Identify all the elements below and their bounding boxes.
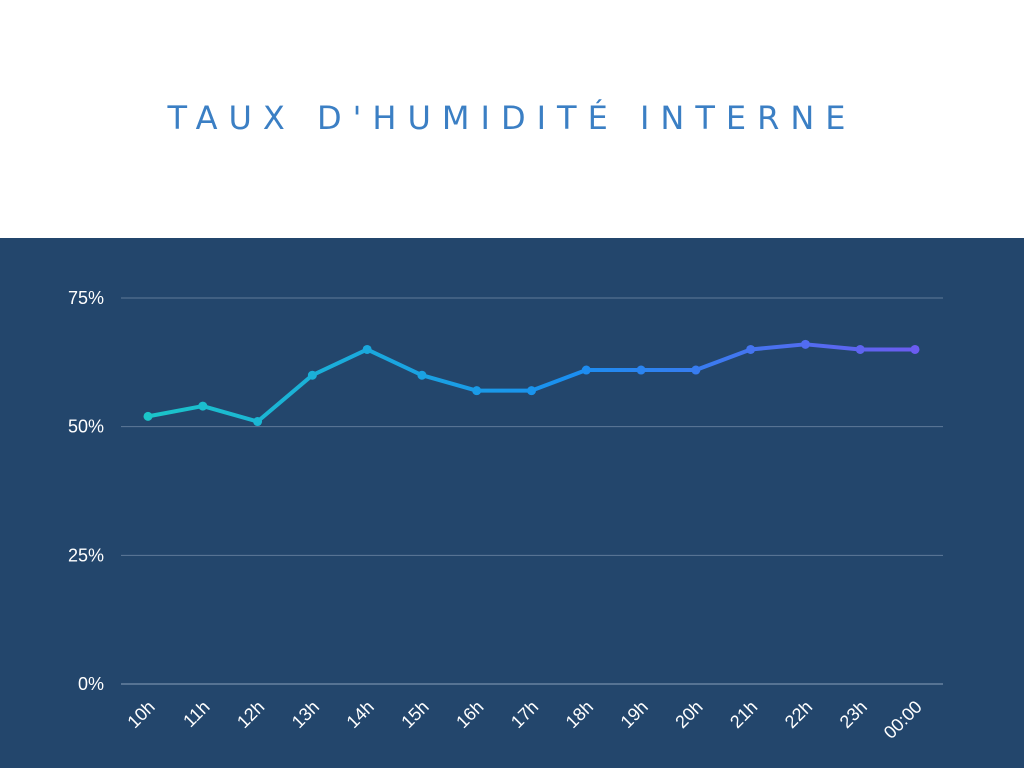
x-tick-label: 16h: [452, 697, 487, 732]
data-point[interactable]: [253, 417, 263, 427]
x-tick-label: 11h: [179, 697, 213, 731]
data-point[interactable]: [855, 344, 865, 354]
y-tick-label: 25%: [68, 545, 104, 565]
header: TAUX D'HUMIDITÉ INTERNE: [0, 0, 1024, 238]
data-point[interactable]: [143, 411, 153, 421]
x-axis: 10h 11h 12h 13h 14h 15h 16h 17h 18h 19h 20h 21h 22h 2…: [123, 697, 925, 743]
x-tick-label: 19h: [617, 697, 652, 732]
x-tick-label: 21h: [726, 697, 761, 732]
series-line: [146, 342, 917, 424]
x-tick-label: 17h: [507, 697, 542, 732]
data-point[interactable]: [691, 365, 701, 375]
data-point[interactable]: [581, 365, 591, 375]
chart-title: TAUX D'HUMIDITÉ INTERNE: [167, 99, 857, 137]
x-tick-label: 23h: [836, 697, 871, 732]
x-tick-label: 22h: [781, 697, 816, 732]
data-point[interactable]: [910, 344, 920, 354]
x-tick-label: 15h: [397, 697, 432, 732]
data-point[interactable]: [307, 370, 317, 380]
x-tick-label: 10h: [123, 697, 158, 732]
grid-layer: [121, 297, 943, 685]
data-point[interactable]: [472, 386, 482, 396]
data-point[interactable]: [636, 365, 646, 375]
humidity-line-chart: 0%25%50%75% 10h 11h 12h 13h 14h 15h 16h 17h 18h 1…: [68, 288, 943, 743]
y-axis: 0% 25% 50% 75%: [68, 288, 104, 694]
x-tick-label: 18h: [562, 697, 597, 732]
data-point[interactable]: [527, 386, 536, 396]
x-tick-label: 00:00: [880, 697, 926, 743]
y-tick-label: 75%: [68, 288, 104, 308]
data-point[interactable]: [362, 344, 372, 354]
x-tick-label: 20h: [671, 697, 706, 732]
y-tick-label: 50%: [68, 417, 104, 437]
data-point[interactable]: [198, 401, 208, 411]
data-point[interactable]: [417, 370, 427, 380]
chart-panel: 0% 25% 50% 75% 10h 11h 12h 13h 14h 15h 16h 17h 18h 1…: [0, 238, 1024, 768]
series-layer: [143, 339, 920, 427]
x-tick-label: 14h: [343, 697, 378, 732]
data-point[interactable]: [746, 344, 756, 354]
y-tick-label: 0%: [78, 674, 104, 694]
data-point[interactable]: [800, 339, 810, 349]
x-tick-label: 13h: [288, 697, 323, 732]
x-tick-label: 12h: [233, 697, 268, 732]
